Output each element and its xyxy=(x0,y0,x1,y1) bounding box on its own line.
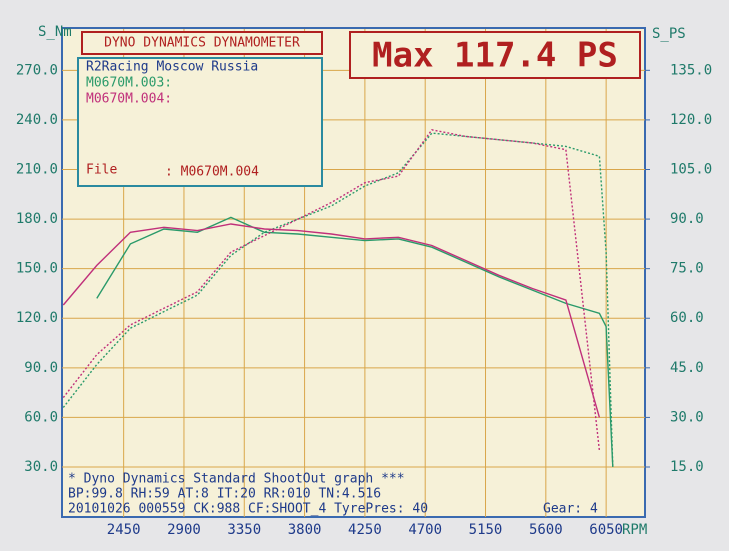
y-tick-label: 180.0 xyxy=(16,211,58,227)
y-tick-label: 90.0 xyxy=(24,360,58,376)
power-line xyxy=(62,129,601,451)
y-tick-label: 240.0 xyxy=(16,112,58,128)
y2-tick-label: 75.0 xyxy=(670,261,704,277)
y2-tick-label: 135.0 xyxy=(670,62,712,78)
y-tick-label: 30.0 xyxy=(24,459,58,475)
file-value: : M0670M.004 xyxy=(165,165,259,180)
chart-title: DYNO DYNAMICS DYNAMOMETER xyxy=(104,36,300,51)
y2-tick-label: 105.0 xyxy=(670,161,712,177)
footer-line: Gear: 4 xyxy=(543,502,598,517)
torque-line xyxy=(62,223,601,418)
legend-entry: M0670M.004: xyxy=(86,92,172,107)
y2-tick-label: 120.0 xyxy=(670,112,712,128)
x-tick-label: 5150 xyxy=(469,522,503,538)
footer-line: 20101026 000559 CK:988 CF:SHOOT_4 TyrePr… xyxy=(68,502,428,517)
file-label: File xyxy=(86,163,117,178)
x-tick-label: 3350 xyxy=(227,522,261,538)
legend-entry: M0670M.003: xyxy=(86,76,172,91)
x-tick-label: 4700 xyxy=(408,522,442,538)
power-line xyxy=(62,132,614,468)
y-tick-label: 120.0 xyxy=(16,310,58,326)
annotation: Max 117.4 PS xyxy=(372,36,618,76)
annotation-box xyxy=(349,31,641,79)
footer-line: BP:99.8 RH:59 AT:8 IT:20 RR:010 TN:4.516 xyxy=(68,487,381,502)
x-tick-label: 6050 xyxy=(589,522,623,538)
y-tick-label: 210.0 xyxy=(16,161,58,177)
torque-line xyxy=(96,216,614,468)
y2-axis-label: S_PS xyxy=(652,26,686,42)
lines xyxy=(62,129,614,468)
x-tick-label: 4250 xyxy=(348,522,382,538)
y-axis-label: S_Nm xyxy=(38,24,72,40)
y2-tick-label: 60.0 xyxy=(670,310,704,326)
y-tick-label: 150.0 xyxy=(16,261,58,277)
y2-tick-label: 45.0 xyxy=(670,360,704,376)
y-tick-label: 270.0 xyxy=(16,62,58,78)
y2-tick-label: 90.0 xyxy=(670,211,704,227)
legend xyxy=(77,57,323,187)
footer-line: * Dyno Dynamics Standard ShootOut graph … xyxy=(68,472,405,487)
x-axis-label: RPM xyxy=(622,522,647,538)
x-tick-label: 3800 xyxy=(288,522,322,538)
y2-tick-label: 15.0 xyxy=(670,459,704,475)
title-box xyxy=(81,31,323,55)
x-tick-label: 5600 xyxy=(529,522,563,538)
legend-title: R2Racing Moscow Russia xyxy=(86,60,258,75)
x-tick-label: 2900 xyxy=(167,522,201,538)
y2-tick-label: 30.0 xyxy=(670,409,704,425)
x-tick-label: 2450 xyxy=(107,522,141,538)
y-tick-label: 60.0 xyxy=(24,409,58,425)
